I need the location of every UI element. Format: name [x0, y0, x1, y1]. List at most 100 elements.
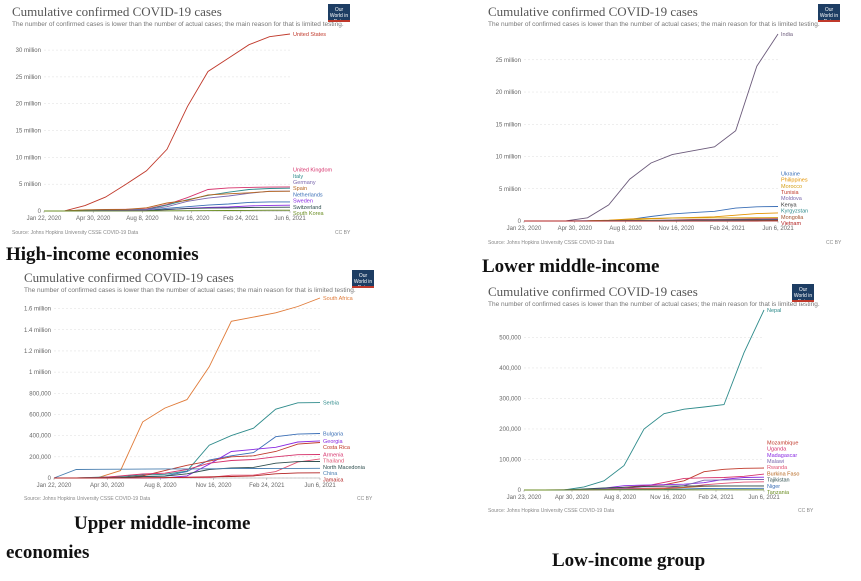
owid-logo[interactable]: Our World in Data: [792, 284, 814, 305]
y-tick-label: 0: [48, 476, 52, 482]
series-label: Kyrgyzstan: [781, 209, 808, 215]
chart-subtitle: The number of confirmed cases is lower t…: [24, 287, 356, 294]
y-tick-label: 200,000: [499, 427, 521, 433]
y-tick-label: 800,000: [29, 391, 51, 397]
series-line: [54, 440, 321, 479]
chart-license: CC BY: [798, 508, 814, 514]
owid-logo[interactable]: Our World in Data: [352, 270, 374, 291]
y-tick-label: 400,000: [499, 366, 521, 372]
y-tick-label: 600,000: [29, 412, 51, 418]
caption-lower-middle: Lower middle-income: [482, 256, 660, 277]
series-label: South Korea: [293, 211, 325, 217]
series-label: Vietnam: [781, 221, 801, 227]
x-tick-label: Nov 16, 2020: [174, 216, 210, 222]
y-tick-label: 15 million: [16, 129, 41, 135]
x-tick-label: Jan 23, 2020: [507, 226, 542, 232]
x-tick-label: Nov 16, 2020: [659, 226, 695, 232]
series-label: South Africa: [323, 296, 354, 302]
x-tick-label: Jan 23, 2020: [507, 495, 542, 501]
chart-title: Cumulative confirmed COVID-19 cases: [24, 270, 234, 285]
x-tick-label: Aug 8, 2020: [144, 483, 177, 489]
series-label: Tajikistan: [767, 478, 790, 484]
series-line: [54, 297, 321, 479]
series-line: [524, 309, 765, 491]
series-line: [54, 442, 321, 479]
caption-high-income: High-income economies: [6, 244, 199, 265]
chart-title: Cumulative confirmed COVID-19 cases: [488, 284, 698, 299]
series-line: [54, 402, 321, 479]
chart-subtitle: The number of confirmed cases is lower t…: [12, 21, 344, 28]
x-tick-label: Apr 30, 2020: [76, 216, 111, 222]
series-label: Niger: [767, 484, 780, 490]
series-label: Ukraine: [781, 171, 800, 177]
chart-source: Source: Johns Hopkins University CSSE CO…: [24, 496, 151, 502]
y-tick-label: 400,000: [29, 434, 51, 440]
x-tick-label: Jun 6, 2021: [762, 226, 794, 232]
series-label: Bulgaria: [323, 432, 344, 438]
series-label: Switzerland: [293, 205, 321, 211]
series-label: Georgia: [323, 439, 344, 445]
x-tick-label: Apr 30, 2020: [90, 483, 125, 489]
x-tick-label: Jan 22, 2020: [27, 216, 62, 222]
series-line: [54, 433, 321, 479]
owid-logo[interactable]: Our World in Data: [818, 4, 840, 25]
series-label: Thailand: [323, 459, 344, 465]
y-tick-label: 1.4 million: [24, 328, 51, 334]
caption-low-income: Low-income group: [552, 550, 706, 571]
series-label: Malawi: [767, 459, 784, 465]
series-label: Serbia: [323, 401, 340, 407]
x-tick-label: Feb 24, 2021: [223, 216, 259, 222]
y-tick-label: 20 million: [16, 102, 41, 108]
series-label: Uganda: [767, 447, 787, 453]
y-tick-label: 10 million: [496, 155, 521, 161]
series-line: [54, 472, 321, 479]
y-tick-label: 1.2 million: [24, 349, 51, 355]
y-tick-label: 200,000: [29, 455, 51, 461]
series-label: Tunisia: [781, 190, 799, 196]
chart-source: Source: Johns Hopkins University CSSE CO…: [488, 240, 615, 246]
chart-svg-high: 0 5 million 10 million 15 million 20 million…: [16, 32, 333, 222]
y-tick-label: 0: [518, 488, 522, 494]
series-label: Costa Rica: [323, 445, 351, 451]
chart-svg-low-income: 0 100,000 200,000 300,000 400,000 500,000 Jan …: [499, 308, 799, 501]
series-line: [43, 33, 291, 212]
series-label: Mongolia: [781, 215, 804, 221]
x-tick-label: Jan 22, 2020: [37, 483, 72, 489]
x-tick-label: Aug 8, 2020: [609, 226, 642, 232]
y-tick-label: 25 million: [16, 75, 41, 81]
x-tick-label: Aug 8, 2020: [126, 216, 159, 222]
chart-license: CC BY: [335, 230, 351, 236]
caption-upper-middle-line2: economies: [6, 542, 90, 563]
y-tick-label: 20 million: [496, 90, 521, 96]
x-tick-label: Nov 16, 2020: [196, 483, 232, 489]
x-tick-label: Feb 24, 2021: [698, 495, 734, 501]
x-tick-label: Feb 24, 2021: [710, 226, 746, 232]
series-label: Tanzania: [767, 490, 790, 496]
series-line: [53, 467, 321, 479]
series-label: Morocco: [781, 184, 802, 190]
chart-panel-low-income: Cumulative confirmed COVID-19 cases The …: [488, 284, 820, 516]
y-tick-label: 10 million: [16, 155, 41, 161]
series-label: Mozambique: [767, 440, 799, 446]
series-label: Philippines: [781, 178, 808, 184]
series-label: Moldova: [781, 196, 803, 202]
series-label: Jamaica: [323, 477, 344, 483]
series-label: China: [323, 471, 338, 477]
x-tick-label: Feb 24, 2021: [249, 483, 285, 489]
chart-source: Source: Johns Hopkins University CSSE CO…: [12, 230, 139, 236]
y-tick-label: 15 million: [496, 122, 521, 128]
series-label: Sweden: [293, 199, 313, 205]
y-tick-label: 1 million: [29, 370, 51, 376]
chart-title: Cumulative confirmed COVID-19 cases: [12, 4, 222, 19]
series-label: Italy: [293, 174, 303, 180]
series-label: Burkina Faso: [767, 471, 799, 477]
chart-panel-lower-middle: Cumulative confirmed COVID-19 cases The …: [488, 4, 846, 248]
chart-subtitle: The number of confirmed cases is lower t…: [488, 21, 820, 28]
series-line: [524, 473, 765, 491]
series-label: United States: [293, 32, 326, 38]
owid-logo[interactable]: Our World in Data: [328, 4, 350, 25]
y-tick-label: 0: [518, 219, 522, 225]
series-line: [44, 209, 290, 212]
chart-svg-upper-middle: 0 200,000 400,000 600,000 800,000 1 million 1.…: [24, 296, 366, 489]
series-line: [54, 454, 321, 479]
